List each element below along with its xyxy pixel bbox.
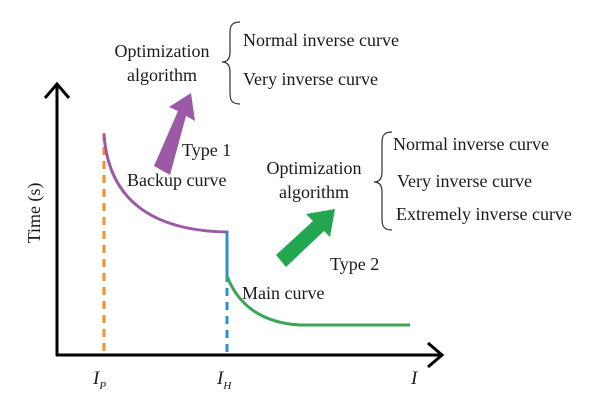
type2-algorithm-title-line1: Optimization	[267, 158, 362, 178]
axes	[43, 81, 445, 369]
backup-curve	[102, 133, 229, 234]
type2-option-very: Very inverse curve	[397, 171, 532, 191]
type2-option-extremely: Extremely inverse curve	[396, 204, 572, 224]
tick-ip-sub: P	[98, 380, 106, 392]
tick-label-ih: IH	[216, 368, 232, 392]
type1-brace	[221, 21, 241, 105]
type2-optimization-group: Optimization algorithm Normal inverse cu…	[267, 131, 572, 231]
tick-label-ip: IP	[92, 368, 106, 392]
type1-option-normal: Normal inverse curve	[243, 30, 399, 50]
type2-algorithm-title-line2: algorithm	[279, 182, 349, 202]
tick-ih-base: I	[216, 368, 225, 389]
y-axis-label: Time (s)	[24, 183, 45, 244]
type2-label: Type 2	[330, 254, 379, 274]
type1-algorithm-title-line1: Optimization	[115, 41, 210, 61]
type1-arrow	[154, 93, 195, 175]
x-axis-label: I	[410, 368, 419, 389]
tick-ih-sub: H	[222, 380, 232, 392]
type2-brace	[373, 131, 393, 231]
type1-algorithm-title-line2: algorithm	[127, 65, 197, 85]
backup-curve-label: Backup curve	[127, 170, 226, 190]
main-curve	[225, 275, 410, 327]
tick-ip-base: I	[92, 368, 101, 389]
x-axis-arrowhead	[427, 341, 445, 369]
svg-text:IP: IP	[92, 368, 106, 392]
y-axis-arrowhead	[43, 81, 71, 99]
type1-optimization-group: Optimization algorithm Normal inverse cu…	[115, 21, 399, 105]
type2-arrow	[276, 209, 335, 267]
svg-text:IH: IH	[216, 368, 232, 392]
type2-option-normal: Normal inverse curve	[393, 134, 549, 154]
main-curve-label: Main curve	[242, 283, 324, 303]
type1-label: Type 1	[182, 140, 231, 160]
type1-option-very: Very inverse curve	[243, 69, 378, 89]
